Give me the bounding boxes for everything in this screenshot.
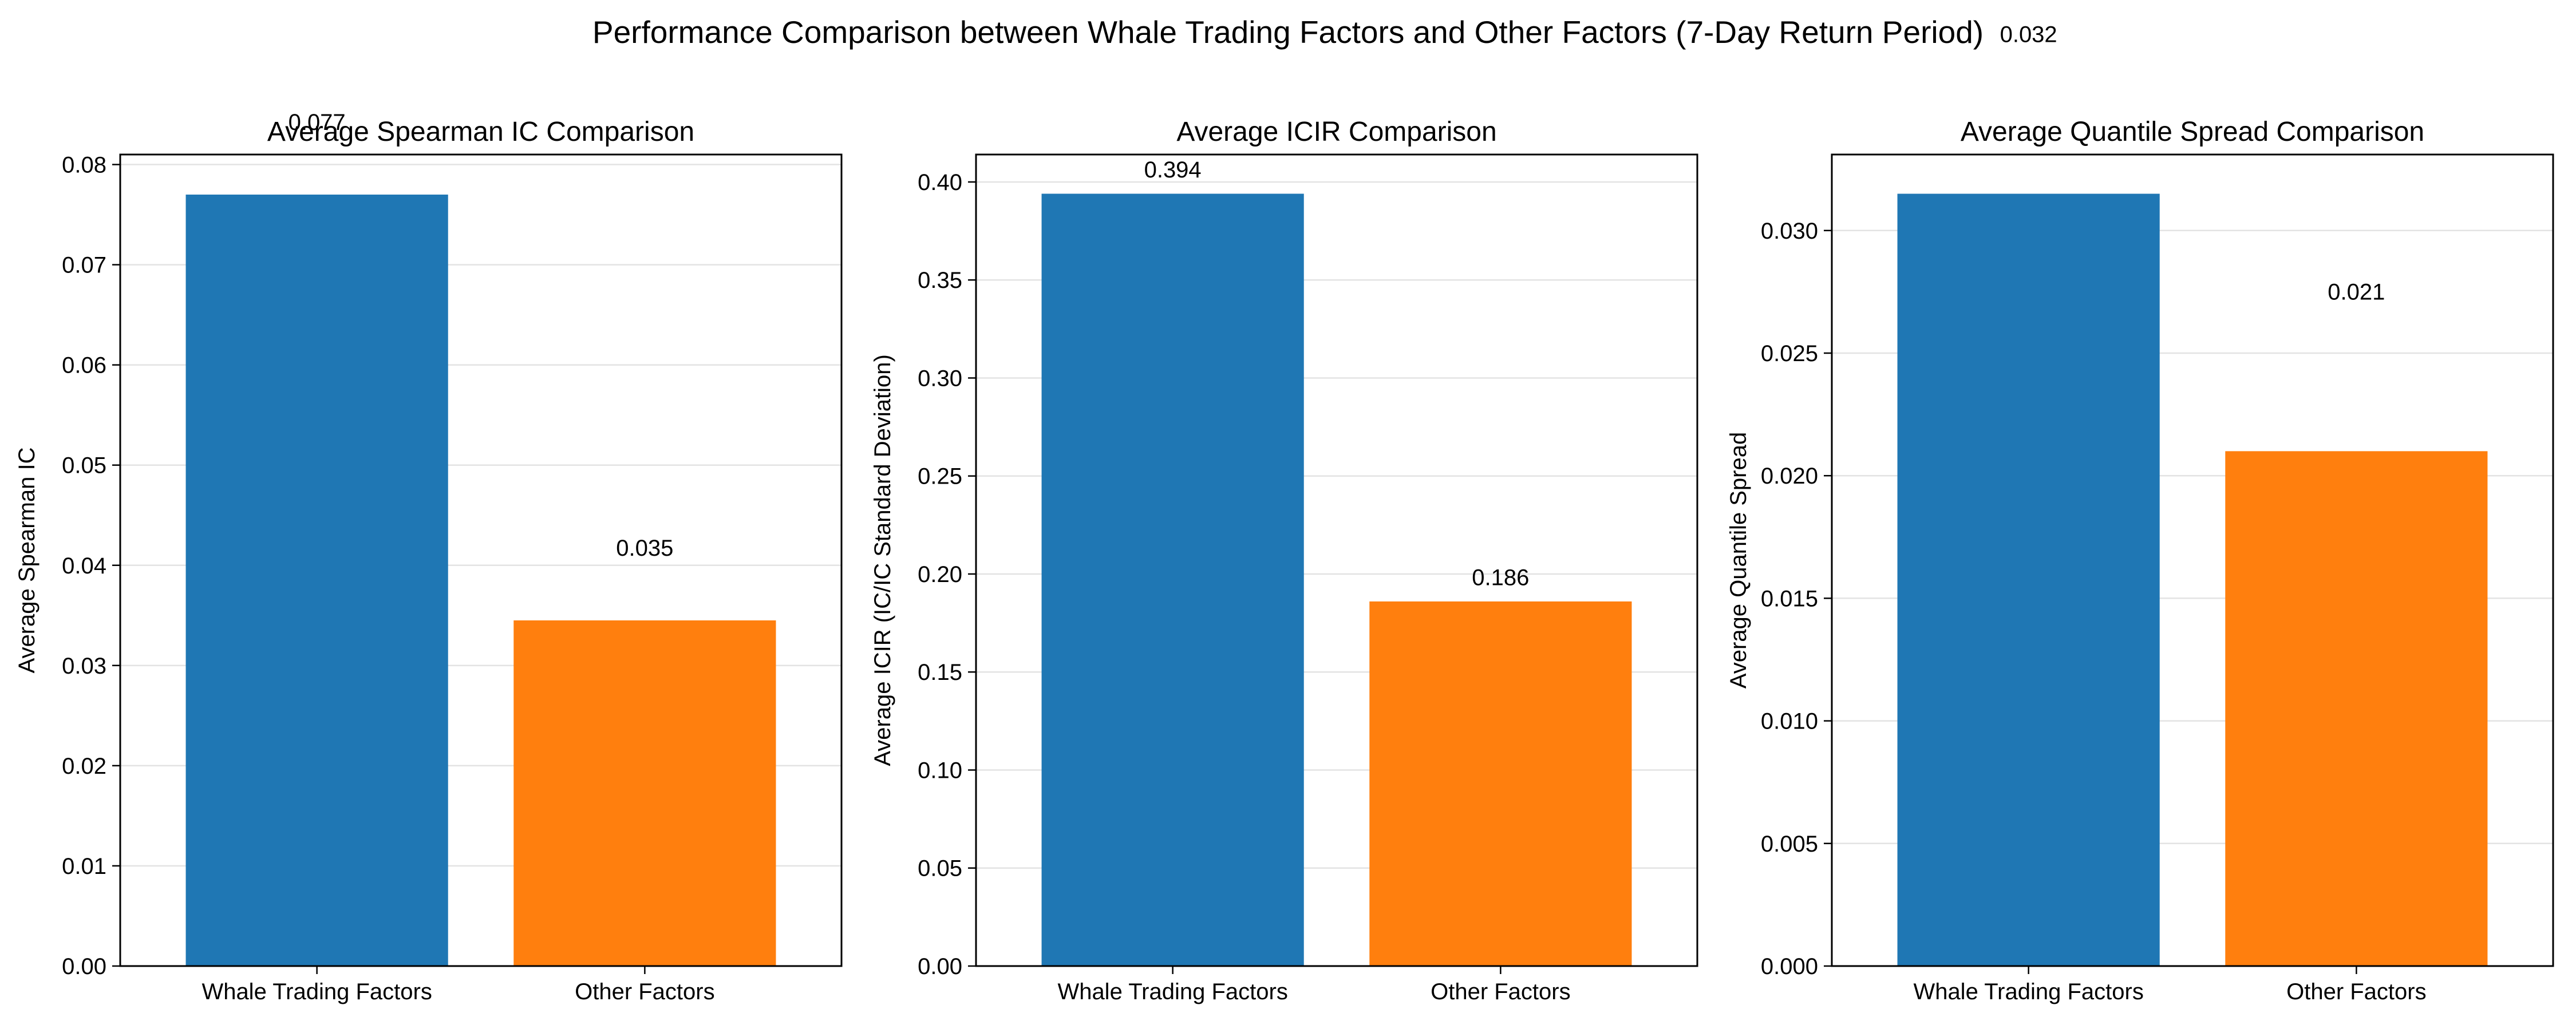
y-tick-label: 0.005 bbox=[1761, 832, 1818, 857]
chart-panel-3: 0.032 Whale Trading Factors 0.021 Other Fac… bbox=[1726, 22, 2554, 1004]
bar-value-label: 0.021 bbox=[2328, 279, 2385, 304]
y-tick-label: 0.08 bbox=[62, 153, 106, 178]
y-tick-label: 0.000 bbox=[1761, 954, 1818, 979]
bar-2 bbox=[2225, 451, 2488, 966]
bar-1 bbox=[1897, 193, 2160, 966]
y-tick-label: 0.03 bbox=[62, 654, 106, 679]
bar-2 bbox=[1369, 601, 1632, 966]
x-tick-label: Other Factors bbox=[2286, 979, 2427, 1004]
subplot-title: Average Spearman IC Comparison bbox=[267, 117, 694, 147]
subplot-title: Average ICIR Comparison bbox=[1176, 117, 1496, 147]
y-tick-label: 0.00 bbox=[62, 954, 106, 979]
x-tick-label: Whale Trading Factors bbox=[1913, 979, 2143, 1004]
y-tick-label: 0.10 bbox=[918, 758, 962, 783]
y-tick-label: 0.02 bbox=[62, 754, 106, 779]
axes-frame bbox=[975, 153, 1698, 967]
bar-value-label: 0.032 bbox=[2000, 22, 2057, 48]
bar-1 bbox=[185, 195, 448, 967]
bar-value-label: 0.077 bbox=[289, 110, 346, 135]
y-tick-label: 0.025 bbox=[1761, 341, 1818, 366]
y-axis-label: Average ICIR (IC/IC Standard Deviation) bbox=[870, 354, 895, 766]
y-tick-label: 0.01 bbox=[62, 854, 106, 879]
y-tick-label: 0.40 bbox=[918, 170, 962, 195]
y-tick-label: 0.04 bbox=[62, 553, 106, 579]
y-tick-label: 0.06 bbox=[62, 353, 106, 378]
y-tick-label: 0.05 bbox=[918, 856, 962, 881]
y-tick-label: 0.010 bbox=[1761, 709, 1818, 734]
y-axis-label: Average Spearman IC bbox=[14, 447, 39, 673]
chart-panel-2: 0.394 Whale Trading Factors 0.186 Other Fac… bbox=[870, 117, 1698, 1004]
y-tick-label: 0.07 bbox=[62, 253, 106, 278]
y-axis-label: Average Quantile Spread bbox=[1726, 432, 1751, 688]
axes-frame bbox=[1831, 153, 2554, 967]
figure-title: Performance Comparison between Whale Tra… bbox=[592, 14, 1984, 50]
y-tick-label: 0.35 bbox=[918, 268, 962, 293]
y-tick-label: 0.15 bbox=[918, 660, 962, 685]
y-tick-label: 0.20 bbox=[918, 562, 962, 587]
y-tick-label: 0.030 bbox=[1761, 219, 1818, 244]
x-tick-label: Whale Trading Factors bbox=[202, 979, 432, 1004]
x-tick-label: Whale Trading Factors bbox=[1057, 979, 1287, 1004]
y-tick-label: 0.30 bbox=[918, 366, 962, 391]
bar-value-label: 0.186 bbox=[1472, 565, 1529, 590]
x-tick-label: Other Factors bbox=[1431, 979, 1571, 1004]
chart-panel-1: 0.077 Whale Trading Factors 0.035 Other Fac… bbox=[14, 110, 843, 1004]
y-tick-label: 0.00 bbox=[918, 954, 962, 979]
bar-value-label: 0.035 bbox=[616, 536, 673, 561]
subplot-title: Average Quantile Spread Comparison bbox=[1961, 117, 2424, 147]
bar-1 bbox=[1041, 193, 1304, 966]
x-tick-label: Other Factors bbox=[575, 979, 715, 1004]
y-tick-label: 0.020 bbox=[1761, 464, 1818, 489]
bar-2 bbox=[513, 620, 776, 966]
y-tick-label: 0.25 bbox=[918, 464, 962, 489]
y-tick-label: 0.015 bbox=[1761, 586, 1818, 611]
bar-value-label: 0.394 bbox=[1144, 157, 1202, 183]
axes-frame bbox=[119, 153, 843, 967]
y-tick-label: 0.05 bbox=[62, 453, 106, 478]
